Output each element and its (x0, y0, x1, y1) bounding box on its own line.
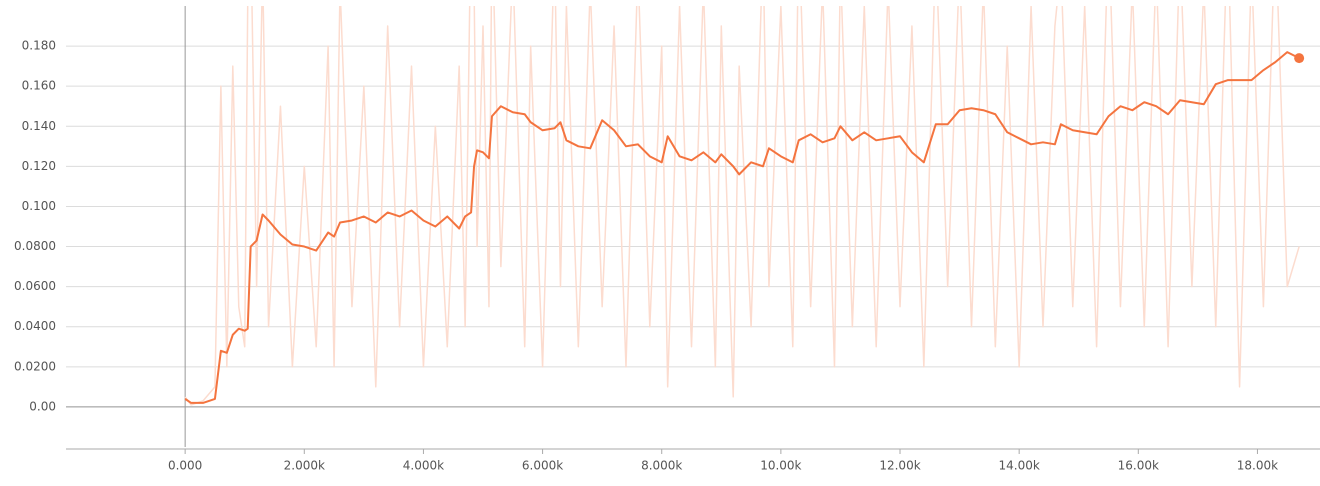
x-tick-label: 10.00k (760, 459, 801, 473)
y-tick-label: 0.160 (22, 79, 56, 93)
x-tick-label: 8.000k (641, 459, 682, 473)
x-tick-label: 6.000k (522, 459, 563, 473)
y-tick-label: 0.0800 (14, 239, 56, 253)
y-tick-label: 0.100 (22, 199, 56, 213)
y-tick-label: 0.0200 (14, 359, 56, 373)
x-tick-label: 18.00k (1237, 459, 1278, 473)
series-line (184, 6, 1300, 406)
y-tick-label: 0.0600 (14, 279, 56, 293)
last-point (1294, 53, 1305, 64)
x-tick-label: 12.00k (879, 459, 920, 473)
plot-area (184, 6, 1305, 406)
x-tick-label: 2.000k (284, 459, 325, 473)
y-tick-label: 0.0400 (14, 319, 56, 333)
y-tick-label: 0.180 (22, 39, 56, 53)
x-tick-label: 16.00k (1118, 459, 1159, 473)
x-tick-label: 0.000 (168, 459, 202, 473)
x-tick-label: 14.00k (999, 459, 1040, 473)
axes: 0.00 0.0200 0.0400 0.0600 0.0800 0.100 0.120 0.… (14, 39, 1278, 473)
y-tick-label: 0.140 (22, 119, 56, 133)
y-tick-label: 0.120 (22, 159, 56, 173)
series-line (184, 51, 1300, 404)
y-tick-label: 0.00 (29, 399, 56, 413)
x-tick-label: 4.000k (403, 459, 444, 473)
grid (66, 6, 1320, 454)
